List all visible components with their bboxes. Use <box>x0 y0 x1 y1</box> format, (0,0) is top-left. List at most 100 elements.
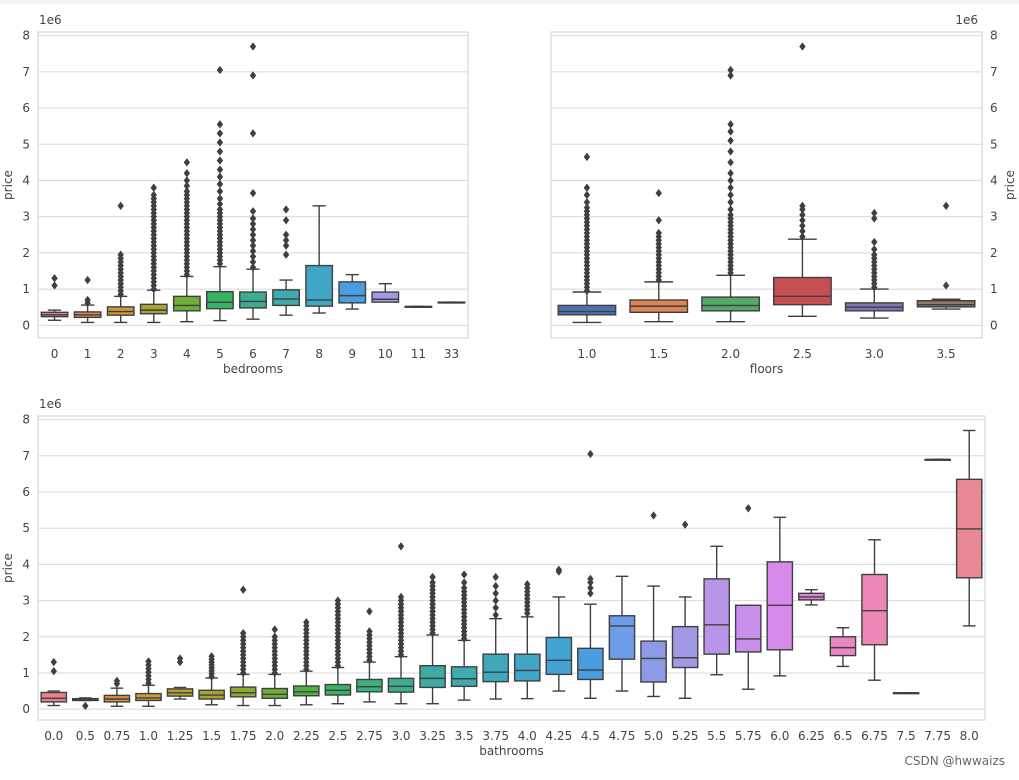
box-floors-3.5 <box>916 201 976 310</box>
outlier-point <box>587 589 594 598</box>
outlier-point <box>655 228 662 238</box>
x-tick-label: 2.0 <box>721 347 740 361</box>
x-tick-label: 4.75 <box>609 729 636 743</box>
outlier-point <box>216 156 224 165</box>
box-iqr <box>172 295 201 312</box>
box-iqr <box>272 289 301 307</box>
outlier-point <box>492 596 499 605</box>
outlier-point <box>799 201 806 210</box>
outlier-point <box>117 201 124 210</box>
x-tick-label: 3 <box>150 347 158 361</box>
outlier-point <box>183 187 191 196</box>
outlier-point <box>282 216 290 225</box>
x-tick-label: 7.5 <box>897 729 916 743</box>
outlier-point <box>50 666 57 676</box>
y-tick-label: 4 <box>990 173 998 187</box>
outlier-point <box>397 542 405 551</box>
box-floors-1.0 <box>557 152 617 324</box>
outlier-point <box>799 221 806 230</box>
box-iqr <box>356 678 383 693</box>
box-bedrooms-0 <box>40 274 69 321</box>
outlier-point <box>216 165 224 174</box>
outlier-point <box>492 572 499 582</box>
outlier-point <box>249 230 257 239</box>
box-iqr <box>482 653 510 683</box>
box-bathrooms-3.5 <box>450 570 478 701</box>
box-iqr <box>734 604 762 653</box>
box-iqr <box>671 625 699 669</box>
outlier-point <box>555 565 563 574</box>
outlier-point <box>681 520 689 529</box>
box-bathrooms-5.5 <box>703 545 731 676</box>
box-iqr <box>545 636 573 676</box>
outlier-point <box>460 583 468 593</box>
x-tick-label: 5.25 <box>672 729 699 743</box>
outlier-point <box>871 237 878 247</box>
box-iqr <box>608 615 636 660</box>
outlier-point <box>249 236 257 245</box>
outlier-point <box>524 580 531 589</box>
box-bathrooms-4.25 <box>545 565 573 692</box>
y-tick-label: 2 <box>990 246 998 260</box>
outlier-point <box>587 574 594 584</box>
x-tick-label: 1.0 <box>139 729 158 743</box>
x-tick-label: 2.5 <box>793 347 812 361</box>
y-tick-label: 7 <box>22 449 30 463</box>
outlier-point <box>183 176 191 185</box>
x-tick-label: 5.75 <box>735 729 762 743</box>
outlier-point <box>282 230 290 239</box>
y-scale-label: 1e6 <box>39 13 62 27</box>
x-tick-label: 3.0 <box>865 347 884 361</box>
outlier-point <box>460 578 468 587</box>
y-tick-label: 4 <box>22 173 30 187</box>
box-bathrooms-2.5 <box>324 596 352 705</box>
x-tick-label: 1.25 <box>167 729 194 743</box>
outlier-point <box>727 120 734 129</box>
box-iqr <box>40 691 68 703</box>
outlier-point <box>492 581 499 591</box>
box-bathrooms-4.5 <box>577 449 604 699</box>
x-tick-label: 1.5 <box>202 729 221 743</box>
outlier-point <box>727 127 734 136</box>
outlier-point <box>249 257 257 267</box>
x-tick-label: 6.25 <box>798 729 825 743</box>
box-iqr <box>861 573 888 646</box>
outlier-point <box>727 210 734 220</box>
box-iqr <box>557 304 617 316</box>
plot-area <box>550 31 983 339</box>
x-tick-label: 0 <box>51 347 59 361</box>
outlier-point <box>216 187 224 196</box>
outlier-point <box>249 246 257 256</box>
x-tick-label: 4 <box>183 347 191 361</box>
box-bedrooms-11 <box>404 305 433 308</box>
outlier-point <box>366 627 373 636</box>
x-tick-label: 8 <box>315 347 323 361</box>
box-bedrooms-2 <box>106 201 135 324</box>
y-tick-label: 8 <box>22 413 30 427</box>
outlier-point <box>727 169 734 178</box>
x-tick-label: 9 <box>348 347 356 361</box>
box-iqr <box>261 687 289 699</box>
outlier-point <box>282 236 290 245</box>
box-bedrooms-1 <box>73 275 102 324</box>
outlier-point <box>587 449 594 459</box>
outlier-point <box>583 190 591 200</box>
outlier-point <box>216 129 224 138</box>
box-iqr <box>371 291 400 303</box>
box-bedrooms-4 <box>172 158 201 323</box>
x-tick-label: 6.0 <box>770 729 789 743</box>
box-bathrooms-5.0 <box>640 511 667 698</box>
outlier-point <box>282 205 290 214</box>
outlier-point <box>334 596 342 605</box>
box-bathrooms-6.5 <box>829 627 857 668</box>
box-bathrooms-7.75 <box>924 458 951 461</box>
outlier-point <box>871 208 878 218</box>
box-iqr <box>205 290 234 310</box>
box-iqr <box>239 291 267 309</box>
y-tick-label: 3 <box>22 210 30 224</box>
outlier-point <box>249 42 257 51</box>
outlier-point <box>397 592 405 602</box>
box-floors-3.0 <box>844 208 904 319</box>
y-tick-label: 1 <box>990 282 998 296</box>
x-tick-label: 3.5 <box>455 729 474 743</box>
